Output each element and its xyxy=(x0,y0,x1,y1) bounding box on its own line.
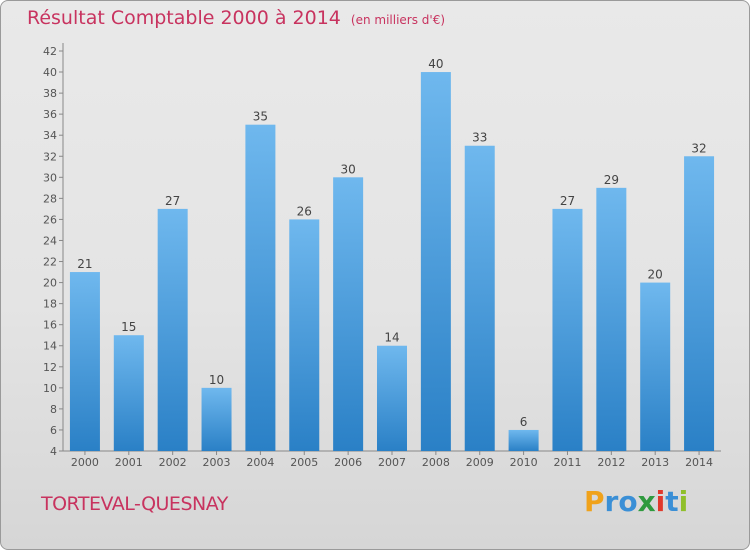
bar-2003 xyxy=(201,387,232,451)
data-label-2003: 10 xyxy=(209,373,224,387)
chart-unit: (en milliers d'€) xyxy=(350,13,446,27)
logo-letter: P xyxy=(584,485,605,518)
y-tick-label: 8 xyxy=(50,403,57,416)
x-tick-label: 2005 xyxy=(290,456,318,469)
logo-letter: x xyxy=(637,485,656,518)
y-tick-label: 38 xyxy=(43,87,57,100)
y-tick-label: 12 xyxy=(43,361,57,374)
y-tick-label: 34 xyxy=(43,129,57,142)
data-label-2002: 27 xyxy=(165,194,180,208)
bar-2002 xyxy=(157,208,188,451)
bar-2007 xyxy=(377,345,407,451)
y-tick-label: 26 xyxy=(43,213,57,226)
y-tick-label: 36 xyxy=(43,108,57,121)
bar-2008 xyxy=(420,72,451,451)
y-tick-label: 30 xyxy=(43,171,57,184)
proxiti-logo[interactable]: Proxiti xyxy=(584,485,688,518)
logo-letter: o xyxy=(618,485,638,518)
y-tick-label: 4 xyxy=(50,445,57,458)
data-label-2011: 27 xyxy=(560,194,575,208)
x-tick-label: 2012 xyxy=(597,456,625,469)
logo-letter: i xyxy=(678,485,689,518)
data-label-2012: 29 xyxy=(604,173,619,187)
y-tick-label: 24 xyxy=(43,234,57,247)
x-tick-label: 2008 xyxy=(422,456,450,469)
bar-2014 xyxy=(684,156,715,451)
x-tick-label: 2000 xyxy=(71,456,99,469)
x-tick-label: 2006 xyxy=(334,456,362,469)
data-label-2000: 21 xyxy=(77,257,92,271)
x-tick-label: 2011 xyxy=(553,456,581,469)
y-tick-label: 28 xyxy=(43,192,57,205)
data-label-2006: 30 xyxy=(340,162,355,176)
bar-2013 xyxy=(640,282,671,451)
data-label-2009: 33 xyxy=(472,131,487,145)
bar-2011 xyxy=(552,208,583,451)
logo-letter: t xyxy=(665,485,679,518)
y-tick-label: 6 xyxy=(50,424,57,437)
data-labels: 21 15 27 10 35 26 30 14 40 33 6 27 29 20 32 xyxy=(77,57,706,429)
data-label-2008: 40 xyxy=(428,57,443,71)
data-label-2001: 15 xyxy=(121,320,136,334)
x-tick-label: 2001 xyxy=(115,456,143,469)
y-tick-label: 32 xyxy=(43,150,57,163)
data-label-2013: 20 xyxy=(648,268,663,282)
bar-2010 xyxy=(508,429,539,451)
x-tick-label: 2014 xyxy=(685,456,713,469)
y-tick-label: 20 xyxy=(43,277,57,290)
bar-2001 xyxy=(113,335,144,451)
x-tick-label: 2009 xyxy=(466,456,494,469)
chart-title-text: Résultat Comptable 2000 à 2014 xyxy=(27,7,341,29)
bar-2005 xyxy=(289,219,320,451)
x-tick-label: 2004 xyxy=(246,456,274,469)
data-label-2005: 26 xyxy=(297,204,312,218)
commune-name: TORTEVAL-QUESNAY xyxy=(41,493,228,515)
bar-2009 xyxy=(464,145,495,451)
x-tick-label: 2007 xyxy=(378,456,406,469)
data-label-2014: 32 xyxy=(691,141,706,155)
y-tick-label: 14 xyxy=(43,340,57,353)
bars xyxy=(69,72,715,452)
x-tick-label: 2002 xyxy=(159,456,187,469)
y-tick-label: 16 xyxy=(43,319,57,332)
data-label-2010: 6 xyxy=(520,415,528,429)
bar-2004 xyxy=(245,124,276,452)
bar-2012 xyxy=(596,187,627,451)
y-tick-label: 10 xyxy=(43,382,57,395)
x-tick-label: 2010 xyxy=(510,456,538,469)
x-tick-label: 2013 xyxy=(641,456,669,469)
data-label-2004: 35 xyxy=(253,110,268,124)
y-tick-label: 40 xyxy=(43,66,57,79)
logo-letter: i xyxy=(655,485,666,518)
y-tick-label: 22 xyxy=(43,256,57,269)
data-label-2007: 14 xyxy=(384,331,399,345)
y-tick-label: 42 xyxy=(43,45,57,58)
y-tick-label: 18 xyxy=(43,298,57,311)
chart-title: Résultat Comptable 2000 à 2014 (en millie… xyxy=(27,7,445,29)
bar-2006 xyxy=(333,177,364,451)
x-tick-label: 2003 xyxy=(203,456,231,469)
logo-letter: r xyxy=(604,485,619,518)
bar-2000 xyxy=(69,272,100,451)
